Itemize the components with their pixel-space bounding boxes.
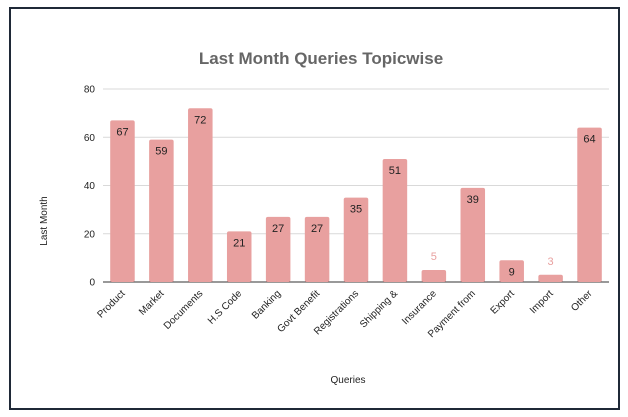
bar-value-label: 5 xyxy=(431,251,437,263)
bar xyxy=(265,216,291,282)
bar xyxy=(304,216,330,282)
x-axis-title: Queries xyxy=(330,375,365,386)
bar xyxy=(460,187,486,282)
bar-value-label: 64 xyxy=(583,134,595,146)
bar-value-label: 67 xyxy=(116,126,128,138)
bar-value-label: 9 xyxy=(509,266,515,278)
x-tick-label: Other xyxy=(569,288,595,314)
bars xyxy=(110,108,602,282)
bar xyxy=(538,274,563,282)
x-tick-label: Shipping & xyxy=(358,288,400,330)
value-labels: 67 59 72 21 27 27 35 51 5 39 9 3 64 xyxy=(116,114,595,278)
x-tick-label: H.S Code xyxy=(206,288,245,327)
y-tick-label: 80 xyxy=(84,85,96,96)
y-tick-label: 20 xyxy=(84,229,96,240)
y-tick-label: 60 xyxy=(84,133,96,144)
x-tick-label: Insurance xyxy=(400,288,439,327)
x-tick-label: Banking xyxy=(250,288,283,321)
bar-value-label: 72 xyxy=(194,114,206,126)
bar xyxy=(188,108,213,282)
bar xyxy=(149,139,174,282)
bar xyxy=(382,158,408,282)
x-tick-label: Market xyxy=(137,288,167,318)
bar-value-label: 3 xyxy=(548,256,554,268)
chart-title: Last Month Queries Topicwise xyxy=(199,49,443,68)
y-tick-label: 0 xyxy=(89,278,95,289)
bar-value-label: 59 xyxy=(155,146,167,158)
bar xyxy=(343,197,369,282)
x-tick-label: Export xyxy=(489,288,517,316)
bar-value-label: 27 xyxy=(272,223,284,235)
bar xyxy=(421,269,447,282)
x-tick-label: Documents xyxy=(162,288,206,332)
bar xyxy=(110,120,135,282)
bar-value-label: 27 xyxy=(311,223,323,235)
y-axis-title: Last Month xyxy=(39,196,50,245)
bar xyxy=(577,127,602,282)
x-tick-label: Import xyxy=(528,288,556,316)
bar xyxy=(226,231,252,282)
bar-value-label: 39 xyxy=(467,194,479,206)
y-tick-label: 40 xyxy=(84,181,96,192)
y-axis-ticks: 0 20 40 60 80 xyxy=(84,85,96,289)
gridlines xyxy=(103,88,609,283)
bar-chart: Last Month Queries Topicwise 0 20 40 60 80 6… xyxy=(39,49,609,386)
bar-value-label: 21 xyxy=(233,237,245,249)
bar-value-label: 51 xyxy=(389,165,401,177)
bar xyxy=(499,260,524,282)
chart-frame: Last Month Queries Topicwise 0 20 40 60 80 6… xyxy=(9,7,620,410)
x-tick-label: Product xyxy=(95,288,127,320)
bar-value-label: 35 xyxy=(350,204,362,216)
